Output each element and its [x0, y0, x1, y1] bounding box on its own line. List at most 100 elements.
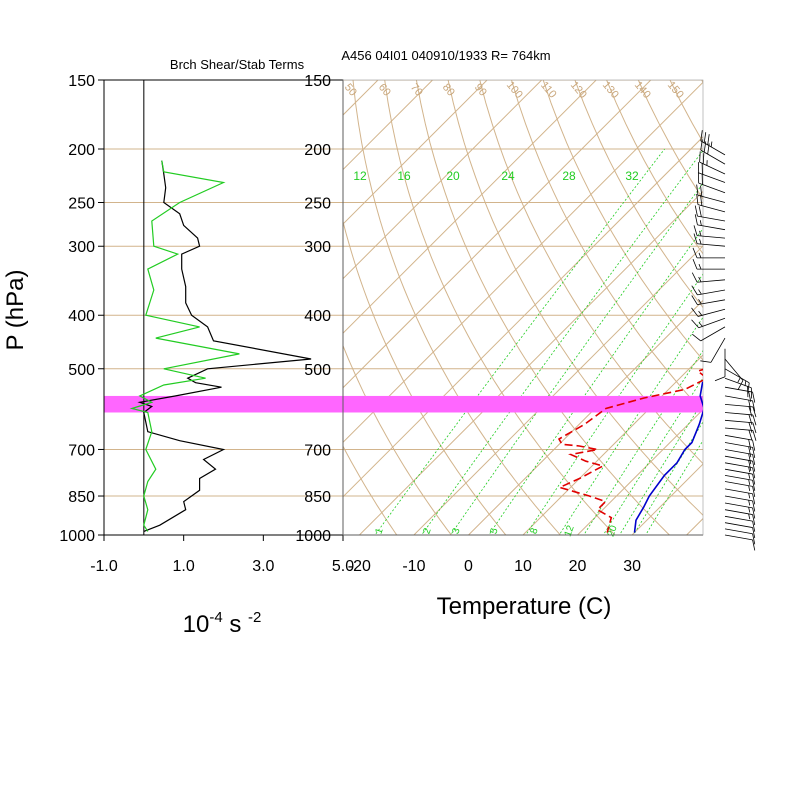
- skew-t-x-tick-label: 30: [623, 558, 641, 575]
- wind-barb-feather: [698, 206, 702, 217]
- wind-barb-staff: [697, 215, 726, 222]
- wind-barb-staff: [700, 326, 726, 342]
- wind-barb-feather: [699, 151, 701, 163]
- wind-barb: [724, 488, 756, 505]
- left-y-tick-label: 850: [68, 489, 95, 506]
- left-x-axis-label: 10-4 s -2: [183, 609, 262, 638]
- left-y-tick-label: 500: [68, 362, 95, 379]
- dry-adiabat: [415, 80, 671, 535]
- skew-t-y-tick-label: 700: [304, 442, 331, 459]
- wind-barb: [696, 193, 726, 213]
- wind-barb-half-feather: [748, 485, 751, 492]
- dry-adiabat: [343, 344, 452, 535]
- skew-t-y-tick-label: 850: [304, 489, 331, 506]
- dry-adiabat: [343, 445, 398, 535]
- wind-barb-staff: [697, 289, 726, 296]
- theta-label: 130: [600, 79, 621, 101]
- wind-barb-feather: [748, 446, 752, 458]
- dry-adiabat: [606, 80, 703, 255]
- theta-label: 110: [538, 79, 558, 100]
- wind-barb-feather: [692, 333, 701, 342]
- wind-barb: [724, 412, 757, 426]
- wind-barb-feather: [693, 225, 698, 236]
- wind-barb-half-feather: [737, 377, 741, 383]
- stability-profile-line: [129, 160, 240, 532]
- wind-barb-feather: [752, 527, 756, 539]
- wind-barb: [724, 475, 756, 491]
- wind-barb-staff: [724, 395, 753, 402]
- skew-t-y-tick-label: 250: [304, 196, 331, 213]
- wind-barb: [697, 162, 726, 183]
- wind-barb: [724, 427, 757, 441]
- wind-barb-staff: [724, 368, 750, 384]
- wind-barb-feather: [697, 172, 700, 184]
- skew-t-x-tick-label: -10: [402, 558, 425, 575]
- wind-barb-feather: [752, 533, 756, 545]
- theta-label: 80: [440, 82, 457, 99]
- dry-adiabat: [191, 80, 295, 547]
- wind-barb-staff: [699, 161, 726, 175]
- wind-barb-feather: [752, 521, 756, 532]
- wind-barb-staff: [697, 308, 726, 317]
- parcel-profile-line: [633, 381, 703, 533]
- wind-barb-feather: [752, 514, 756, 526]
- skew-t-y-tick-label: 400: [304, 308, 331, 325]
- mixing-ratio-label-top: 24: [501, 169, 515, 183]
- dry-adiabat: [542, 80, 703, 361]
- wind-barb-feather: [747, 386, 749, 398]
- wind-barb: [724, 358, 744, 391]
- wind-barb-staff: [724, 412, 753, 416]
- isotherm: [413, 245, 703, 535]
- wind-barb-staff: [724, 358, 744, 381]
- theta-label: 90: [472, 82, 489, 99]
- wind-barb-feather: [748, 460, 752, 471]
- isotherm: [343, 80, 379, 116]
- y-axis-label: P (hPa): [2, 270, 29, 351]
- wind-barb-feather: [737, 380, 744, 391]
- left-x-tick-label: 3.0: [252, 558, 274, 575]
- wind-barb-half-feather: [748, 479, 751, 485]
- mixing-ratio-line: [583, 349, 703, 535]
- wind-barb-feather: [692, 247, 698, 259]
- wind-barb: [696, 184, 726, 203]
- wind-barb-feather: [694, 205, 698, 217]
- mixing-ratio-label-bottom: 5: [489, 526, 501, 535]
- theta-label: 120: [568, 79, 589, 101]
- wind-barb: [693, 225, 726, 239]
- wind-barb: [724, 502, 756, 519]
- wind-barb-staff: [724, 495, 753, 502]
- skew-t-title: A456 04I01 040910/1933 R= 764km: [341, 48, 550, 63]
- mixing-ratio-line: [421, 149, 703, 535]
- wind-barb-feather: [696, 193, 699, 205]
- isotherm: [343, 80, 597, 334]
- wind-barb: [724, 419, 757, 434]
- mixing-ratio-line: [602, 377, 703, 535]
- wind-barb-feather: [707, 143, 710, 155]
- dry-adiabat: [352, 80, 562, 535]
- wind-barb-feather: [691, 285, 698, 296]
- wind-barb-feather: [692, 258, 698, 270]
- wind-barb-feather: [752, 414, 757, 426]
- mixing-ratio-label-top: 28: [562, 169, 576, 183]
- wind-barb-half-feather: [706, 160, 708, 166]
- wind-barb: [692, 247, 725, 259]
- theta-label: 50: [342, 82, 359, 99]
- wind-barb-feather: [752, 539, 756, 551]
- wind-barb-staff: [724, 509, 753, 515]
- wind-barb-feather: [752, 500, 756, 512]
- wind-barb-staff: [724, 534, 753, 541]
- wind-barb-feather: [752, 507, 756, 519]
- wind-barb-staff: [724, 468, 753, 475]
- wind-barb-staff: [697, 204, 726, 213]
- temperature-profile-line: [557, 368, 703, 533]
- wind-barb-feather: [700, 139, 703, 151]
- wind-barb-feather: [700, 194, 703, 206]
- wind-barb: [724, 455, 756, 472]
- isotherm: [730, 64, 800, 547]
- wind-barb-half-feather: [698, 299, 702, 305]
- wind-barb-feather: [748, 439, 752, 451]
- isotherm: [358, 190, 703, 535]
- wind-barb-staff: [724, 488, 753, 495]
- skew-t-x-tick-label: 10: [514, 558, 532, 575]
